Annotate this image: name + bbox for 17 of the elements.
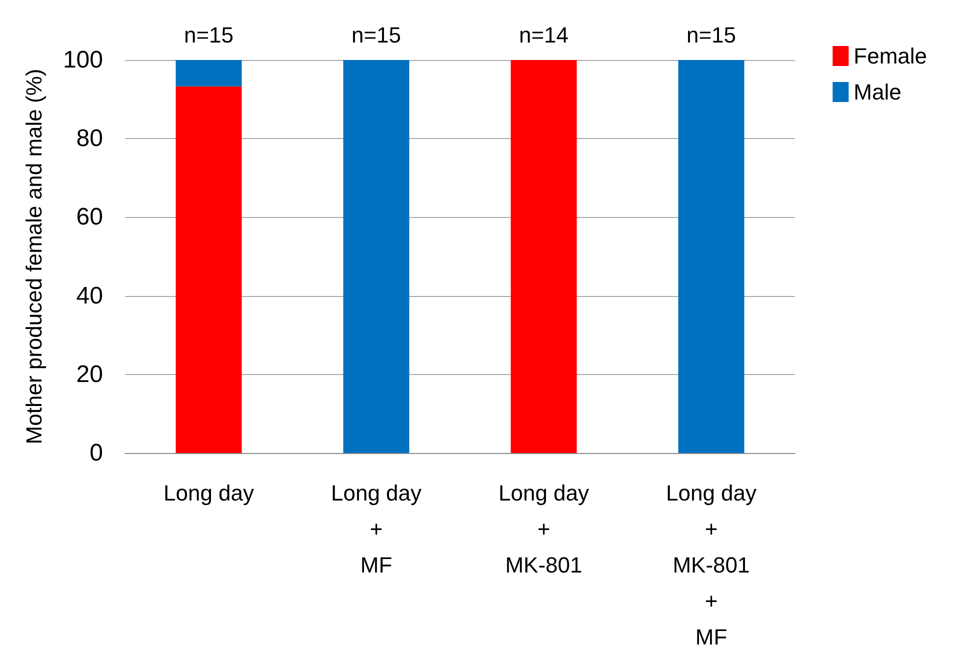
annotation: n=15 — [184, 22, 234, 48]
y-tick-label: 0 — [90, 440, 103, 466]
x-tick-label: Long day + MK-801 + MF — [666, 480, 757, 650]
annotation: n=14 — [518, 22, 569, 48]
y-tick-label: 20 — [76, 360, 103, 388]
annotation: n=15 — [351, 22, 402, 48]
y-tick-label: 40 — [76, 282, 103, 310]
y-tick-label: 60 — [76, 204, 103, 231]
y-tick-label: 100 — [62, 46, 103, 74]
annotation: n=15 — [686, 22, 736, 48]
y-tick-label: 80 — [76, 125, 103, 152]
x-tick-label: Long day — [163, 480, 254, 506]
x-tick-label: Long day + MF — [330, 480, 422, 578]
y-axis-title: Mother produced female and male (%) — [22, 68, 46, 444]
x-tick-label: Long day + MK-801 — [498, 480, 590, 578]
legend-label: Male — [854, 80, 902, 104]
legend-label: Female — [854, 44, 927, 68]
